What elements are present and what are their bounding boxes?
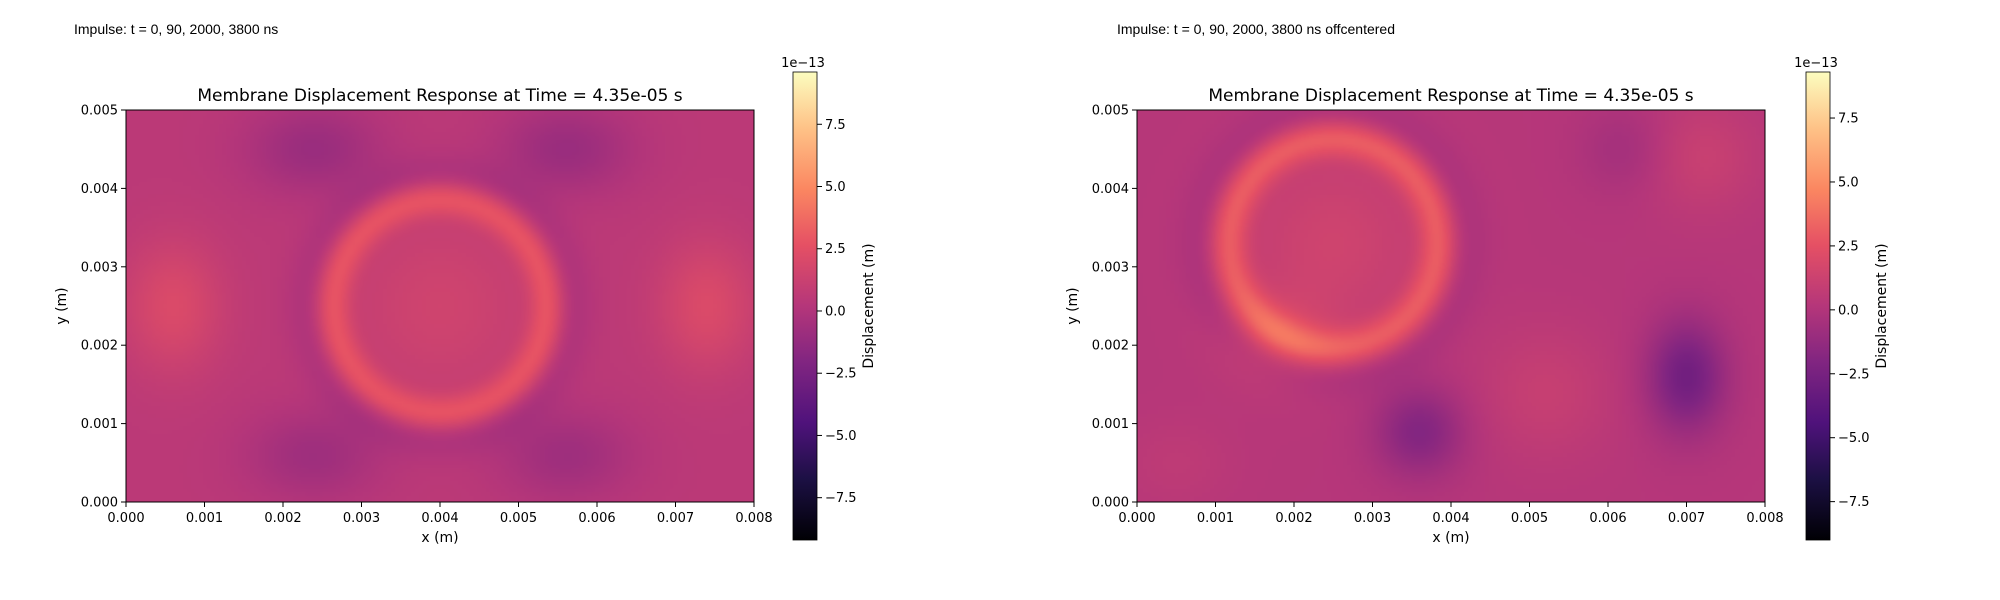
y-tick-label: 0.004 [1092, 182, 1129, 197]
x-tick-label: 0.007 [1668, 511, 1705, 526]
x-axis-label: x (m) [421, 530, 458, 546]
colorbar-exponent: 1e−13 [781, 56, 825, 71]
colorbar-tick-label: −2.5 [1838, 367, 1870, 382]
colorbar-tick-label: −2.5 [825, 367, 857, 382]
y-tick-label: 0.000 [81, 496, 118, 511]
impulse-annotation-left: Impulse: t = 0, 90, 2000, 3800 ns [74, 21, 278, 37]
colorbar-tick-label: 2.5 [825, 242, 846, 257]
panel-right: Impulse: t = 0, 90, 2000, 3800 ns offcen… [1065, 21, 1890, 546]
heatmap-image [126, 110, 754, 502]
colorbar-label: Displacement (m) [861, 243, 877, 368]
y-tick-label: 0.004 [81, 182, 118, 197]
x-tick-label: 0.000 [1118, 511, 1155, 526]
y-tick-label: 0.003 [81, 260, 118, 275]
colorbar-tick-label: −7.5 [825, 491, 857, 506]
colorbar-tick-label: −5.0 [1838, 431, 1870, 446]
plot-title: Membrane Displacement Response at Time =… [1208, 86, 1693, 106]
colorbar-tick-label: 0.0 [825, 304, 846, 319]
colorbar-tick-label: 5.0 [825, 180, 846, 195]
y-tick-label: 0.001 [81, 417, 118, 432]
x-tick-label: 0.000 [107, 511, 144, 526]
colorbar-exponent: 1e−13 [1794, 56, 1838, 71]
x-axis-label: x (m) [1432, 530, 1469, 546]
y-tick-label: 0.002 [81, 339, 118, 354]
y-tick-label: 0.005 [81, 104, 118, 119]
x-tick-label: 0.002 [264, 511, 301, 526]
impulse-annotation-right: Impulse: t = 0, 90, 2000, 3800 ns offcen… [1117, 21, 1395, 37]
panel-left: Impulse: t = 0, 90, 2000, 3800 ns Membra… [54, 21, 877, 546]
colorbar-tick-label: 7.5 [1838, 112, 1859, 127]
x-tick-label: 0.005 [1511, 511, 1548, 526]
colorbar-tick-label: 2.5 [1838, 239, 1859, 254]
x-tick-label: 0.006 [1589, 511, 1626, 526]
x-tick-label: 0.002 [1275, 511, 1312, 526]
colorbar-tick-label: −7.5 [1838, 495, 1870, 510]
x-tick-label: 0.001 [1197, 511, 1234, 526]
x-tick-label: 0.008 [735, 511, 772, 526]
y-tick-label: 0.005 [1092, 104, 1129, 119]
y-tick-label: 0.001 [1092, 417, 1129, 432]
x-tick-label: 0.008 [1746, 511, 1783, 526]
colorbar-tick-label: 0.0 [1838, 303, 1859, 318]
y-tick-label: 0.003 [1092, 260, 1129, 275]
colorbar [1805, 71, 1831, 541]
x-tick-label: 0.001 [186, 511, 223, 526]
x-tick-label: 0.004 [421, 511, 458, 526]
x-tick-label: 0.005 [500, 511, 537, 526]
y-tick-label: 0.002 [1092, 339, 1129, 354]
colorbar-tick-label: −5.0 [825, 429, 857, 444]
plot-title: Membrane Displacement Response at Time =… [197, 86, 682, 106]
y-axis-label: y (m) [54, 287, 70, 324]
x-tick-label: 0.003 [1354, 511, 1391, 526]
x-tick-label: 0.004 [1432, 511, 1469, 526]
heatmap-plot-left: Membrane Displacement Response at Time =… [54, 56, 877, 546]
y-axis-label: y (m) [1065, 287, 1081, 324]
heatmap-image [1137, 110, 1765, 502]
y-tick-label: 0.000 [1092, 496, 1129, 511]
colorbar-tick-label: 7.5 [825, 118, 846, 133]
x-tick-label: 0.003 [343, 511, 380, 526]
colorbar [792, 71, 818, 541]
heatmap-plot-right: Membrane Displacement Response at Time =… [1065, 56, 1890, 546]
colorbar-label: Displacement (m) [1874, 243, 1890, 368]
x-tick-label: 0.006 [578, 511, 615, 526]
colorbar-tick-label: 5.0 [1838, 175, 1859, 190]
x-tick-label: 0.007 [657, 511, 694, 526]
